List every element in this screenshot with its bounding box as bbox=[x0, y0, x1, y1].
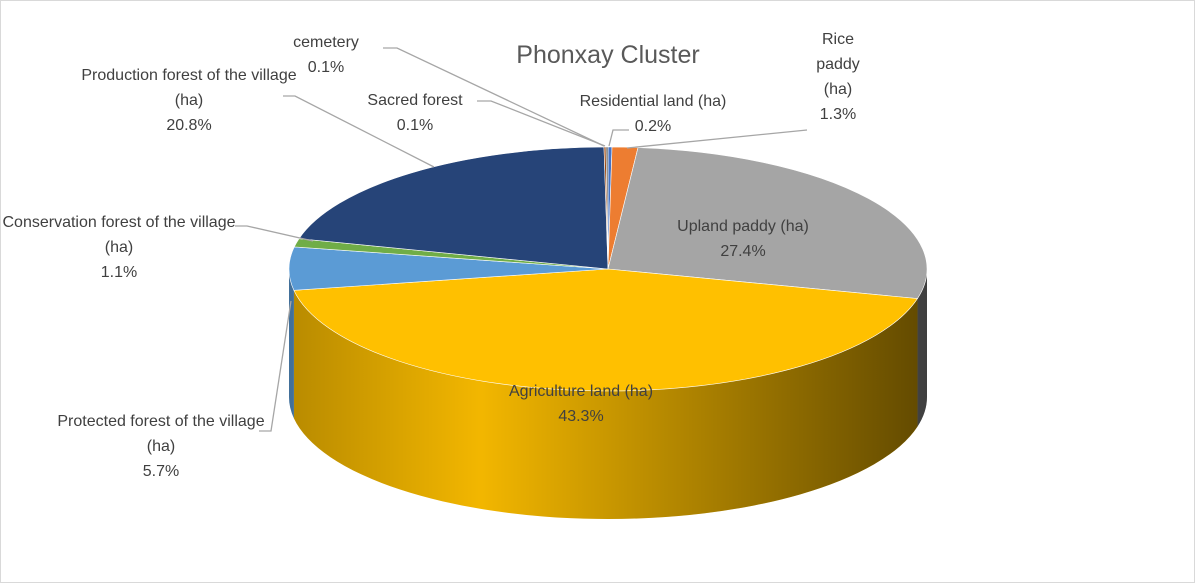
label-category: Rice paddy (ha) bbox=[816, 31, 860, 98]
label-percent: 5.7% bbox=[142, 463, 180, 480]
leader-line bbox=[608, 129, 629, 147]
label-percent: 0.1% bbox=[396, 117, 434, 134]
side-shade bbox=[293, 290, 918, 519]
leader-line bbox=[259, 300, 292, 432]
data-label: cemetery 0.1% bbox=[281, 30, 371, 80]
label-category: Conservation forest of the village (ha) bbox=[2, 214, 236, 256]
data-label: Upland paddy (ha) 27.4% bbox=[623, 214, 863, 264]
label-percent: 0.1% bbox=[307, 59, 345, 76]
label-category: Residential land (ha) bbox=[579, 93, 727, 110]
label-category: Agriculture land (ha) bbox=[508, 383, 654, 400]
data-label: Conservation forest of the village (ha) 1… bbox=[1, 210, 237, 285]
label-category: Production forest of the village (ha) bbox=[81, 67, 297, 109]
leader-line bbox=[383, 47, 605, 147]
label-percent: 1.3% bbox=[819, 106, 857, 123]
leader-line bbox=[235, 225, 314, 242]
side-shade bbox=[289, 269, 294, 419]
data-label: Residential land (ha) 0.2% bbox=[553, 89, 753, 139]
label-percent: 20.8% bbox=[166, 117, 212, 134]
pie-sides bbox=[289, 269, 927, 519]
slice bbox=[607, 147, 928, 299]
label-category: Sacred forest bbox=[367, 92, 463, 109]
data-label: Sacred forest 0.1% bbox=[335, 88, 495, 138]
slice bbox=[293, 268, 918, 392]
label-category: cemetery bbox=[293, 34, 359, 51]
label-percent: 27.4% bbox=[720, 243, 766, 260]
label-percent: 1.1% bbox=[100, 264, 138, 281]
label-percent: 0.2% bbox=[634, 118, 672, 135]
leader-line bbox=[626, 129, 808, 149]
leader-lines bbox=[235, 47, 808, 432]
slice bbox=[605, 146, 609, 270]
slice bbox=[298, 146, 609, 270]
data-label: Rice paddy (ha) 1.3% bbox=[808, 27, 868, 127]
pie-tops bbox=[288, 146, 928, 392]
chart-title: Phonxay Cluster bbox=[516, 41, 700, 69]
label-category: Upland paddy (ha) bbox=[677, 218, 809, 235]
data-label: Agriculture land (ha) 43.3% bbox=[441, 379, 721, 429]
label-category: Protected forest of the village (ha) bbox=[57, 413, 265, 455]
leader-line bbox=[283, 95, 435, 168]
label-percent: 43.3% bbox=[558, 408, 604, 425]
data-label: Production forest of the village (ha) 20.… bbox=[79, 63, 299, 138]
side-shade bbox=[917, 269, 927, 427]
data-label: Protected forest of the village (ha) 5.7% bbox=[41, 409, 281, 484]
leader-line bbox=[477, 100, 606, 147]
